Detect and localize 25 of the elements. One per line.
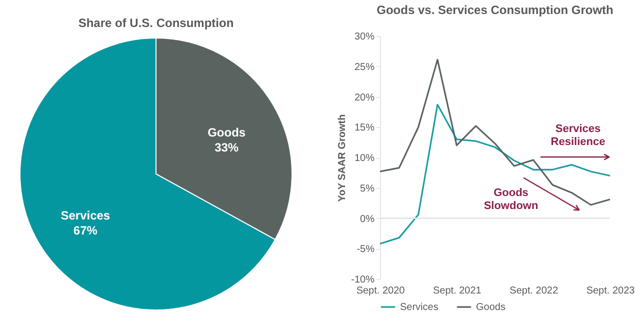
y-tick-label: 5% (360, 183, 375, 194)
y-tick-label: -5% (356, 244, 375, 256)
y-tick-label: 20% (354, 92, 375, 104)
x-tick-label: Sept. 2023 (586, 286, 636, 296)
data-label: 67% (73, 224, 98, 238)
y-tick-label: 0% (360, 214, 375, 225)
annotation: Goods Slowdown (484, 187, 538, 212)
slice-label: Goods (208, 125, 246, 140)
data-label: 33% (214, 140, 239, 154)
x-tick-label: Sept. 2022 (510, 286, 558, 296)
annotation: Services Resilience (550, 123, 606, 148)
y-tick-label: 30% (354, 32, 375, 42)
legend-label: Goods (476, 302, 506, 313)
x-tick-label: Sept. 2020 (356, 286, 406, 296)
slice-label: Services (60, 208, 110, 223)
y-tick-label: 15% (354, 122, 375, 134)
chart-title: Share of U.S. Consumption (78, 16, 234, 30)
x-tick-label: Sept. 2021 (432, 286, 482, 296)
y-tick-label: -10% (351, 274, 375, 286)
y-tick-label: 10% (354, 153, 375, 164)
line-series (379, 104, 611, 245)
y-tick-label: 25% (354, 62, 375, 73)
y-axis-title: YoY SAAR Growth (337, 114, 348, 202)
legend-label: Services (400, 302, 438, 313)
chart-title: Goods vs. Services Consumption Growth (376, 3, 614, 17)
